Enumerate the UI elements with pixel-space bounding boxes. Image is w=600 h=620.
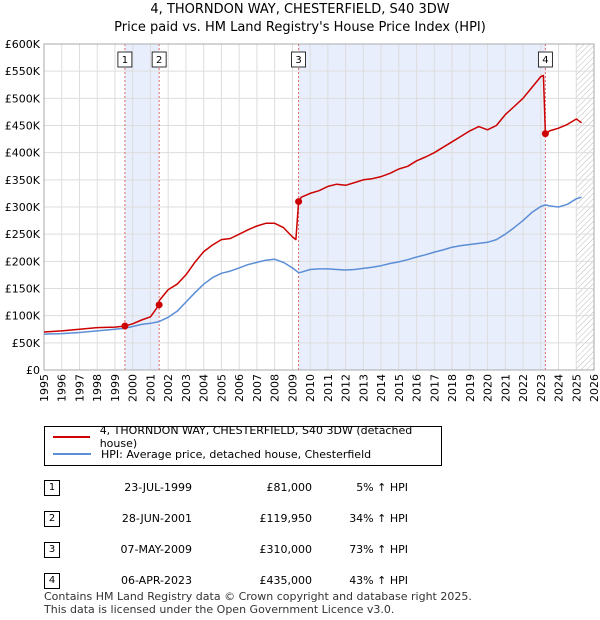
transaction-hpi-change: 43% ↑ HPI — [349, 574, 408, 587]
transaction-price: £119,950 — [259, 512, 313, 525]
legend-label-property: 4, THORNDON WAY, CHESTERFIELD, S40 3DW (… — [99, 424, 413, 450]
transaction-number: 2 — [44, 510, 60, 527]
transaction-date: 28-JUN-2001 — [121, 512, 192, 525]
x-tick-label: 2007 — [251, 374, 264, 402]
y-tick-label: £150K — [5, 283, 41, 296]
x-tick-label: 2024 — [553, 374, 566, 402]
transaction-hpi-change: 5% ↑ HPI — [356, 481, 408, 494]
y-tick-label: £50K — [12, 337, 41, 350]
x-tick-label: 2006 — [233, 374, 246, 402]
transaction-price: £310,000 — [259, 543, 313, 556]
series-line-hpi — [43, 196, 582, 335]
y-tick-label: £350K — [5, 174, 41, 187]
x-tick-label: 2015 — [393, 374, 406, 402]
x-tick-label: 2005 — [215, 374, 228, 402]
x-tick-label: 2003 — [180, 374, 193, 402]
x-tick-label: 2000 — [127, 374, 140, 402]
sale-point — [155, 301, 163, 309]
transaction-price: £81,000 — [266, 481, 313, 494]
y-tick-label: £200K — [5, 255, 41, 268]
sale-number-box — [117, 51, 133, 68]
x-tick-label: 2020 — [482, 374, 495, 402]
transaction-date: 06-APR-2023 — [120, 574, 192, 587]
footer-copyright: Contains HM Land Registry data © Crown c… — [44, 590, 472, 603]
x-tick-label: 1999 — [109, 374, 122, 402]
x-tick-label: 2022 — [517, 374, 530, 402]
y-tick-label: £250K — [5, 228, 41, 241]
legend-label-hpi: HPI: Average price, detached house, Ches… — [101, 447, 372, 461]
legend-item-property: 4, THORNDON WAY, CHESTERFIELD, S40 3DW (… — [53, 424, 441, 450]
x-tick-label: 1997 — [73, 374, 86, 402]
y-tick-label: £0 — [26, 364, 40, 377]
transactions-table: 1 23-JUL-1999 £81,000 5% ↑ HPI 2 28-JUN-… — [44, 472, 408, 596]
sale-number-label: 3 — [295, 55, 301, 66]
sale-number-box — [151, 51, 167, 68]
footer-licence: This data is licensed under the Open Gov… — [44, 603, 395, 616]
plot-frame — [43, 43, 595, 371]
legend-swatch-hpi — [53, 453, 91, 455]
table-row: 4 06-APR-2023 £435,000 43% ↑ HPI — [44, 565, 408, 596]
x-tick-label: 2004 — [198, 374, 211, 402]
table-row: 1 23-JUL-1999 £81,000 5% ↑ HPI — [44, 472, 408, 503]
footer: Contains HM Land Registry data © Crown c… — [44, 590, 472, 616]
y-tick-label: £100K — [5, 310, 41, 323]
x-tick-label: 2002 — [162, 374, 175, 402]
x-tick-label: 2023 — [535, 374, 548, 402]
x-tick-label: 2018 — [446, 374, 459, 402]
transaction-number: 1 — [44, 479, 60, 496]
sale-point — [121, 322, 129, 330]
y-tick-label: £500K — [5, 92, 41, 105]
y-tick-label: £450K — [5, 120, 41, 133]
sale-number-label: 1 — [122, 55, 128, 66]
sale-number-label: 2 — [156, 55, 162, 66]
transaction-price: £435,000 — [259, 574, 313, 587]
legend: 4, THORNDON WAY, CHESTERFIELD, S40 3DW (… — [44, 424, 442, 466]
transaction-date: 23-JUL-1999 — [124, 481, 192, 494]
y-tick-label: £400K — [5, 147, 41, 160]
x-tick-label: 1995 — [38, 374, 51, 402]
sale-point — [295, 198, 303, 206]
transaction-hpi-change: 34% ↑ HPI — [349, 512, 408, 525]
x-tick-label: 1998 — [91, 374, 104, 402]
series-line-property — [43, 74, 583, 333]
y-tick-label: £600K — [5, 38, 41, 51]
sale-point — [541, 130, 549, 138]
x-tick-label: 2021 — [499, 374, 512, 402]
transaction-date: 07-MAY-2009 — [120, 543, 192, 556]
x-tick-label: 2008 — [269, 374, 282, 402]
x-tick-label: 2026 — [588, 374, 600, 402]
sale-number-box — [291, 51, 306, 68]
x-tick-label: 2014 — [375, 374, 388, 402]
x-tick-label: 2017 — [428, 374, 441, 402]
x-tick-label: 2012 — [340, 374, 353, 402]
chart-title: 4, THORNDON WAY, CHESTERFIELD, S40 3DW — [150, 2, 450, 17]
sale-number-label: 4 — [542, 55, 548, 66]
y-tick-label: £300K — [5, 201, 41, 214]
table-row: 3 07-MAY-2009 £310,000 73% ↑ HPI — [44, 534, 408, 565]
transaction-number: 4 — [44, 572, 60, 589]
x-tick-label: 2025 — [570, 374, 583, 402]
x-tick-label: 1996 — [56, 374, 69, 402]
x-tick-label: 2019 — [464, 374, 477, 402]
legend-swatch-property — [53, 436, 90, 438]
x-tick-label: 2009 — [286, 374, 299, 402]
x-tick-label: 2001 — [144, 374, 157, 402]
x-tick-label: 2011 — [322, 374, 335, 402]
y-tick-label: £550K — [5, 65, 41, 78]
chart-subtitle: Price paid vs. HM Land Registry's House … — [114, 20, 486, 35]
legend-item-hpi: HPI: Average price, detached house, Ches… — [53, 446, 371, 462]
transaction-number: 3 — [44, 541, 60, 558]
price-chart: £0 £50K £100K £150K £200K £250K £300K £350K £400… — [5, 38, 600, 402]
transaction-hpi-change: 73% ↑ HPI — [349, 543, 408, 556]
x-tick-label: 2010 — [304, 374, 317, 402]
x-tick-label: 2013 — [357, 374, 370, 402]
table-row: 2 28-JUN-2001 £119,950 34% ↑ HPI — [44, 503, 408, 534]
sale-number-box — [537, 51, 553, 68]
x-tick-label: 2016 — [411, 374, 424, 402]
